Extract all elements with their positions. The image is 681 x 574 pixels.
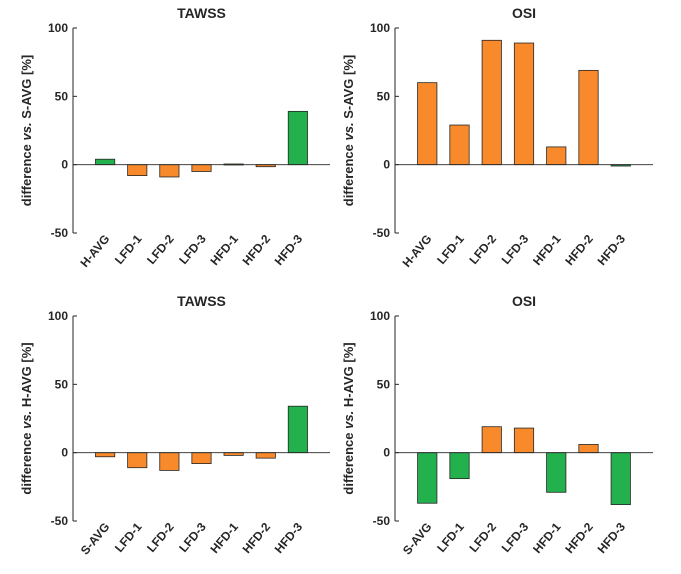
bar-hfd-3 (610, 452, 631, 505)
bar-hfd-2 (578, 69, 599, 166)
bar-h-avg (417, 82, 438, 166)
y-tick-label: -50 (373, 514, 391, 528)
x-tick-label: HFD-2 (240, 520, 274, 556)
bar-lfd-1 (449, 124, 470, 166)
y-axis-label-part: difference (19, 429, 34, 495)
bar-lfd-3 (513, 427, 535, 454)
bar-lfd-2 (481, 426, 502, 454)
x-tick-label: LFD-2 (466, 232, 499, 267)
y-axis-label-part: S-AVG [%] (19, 55, 34, 123)
y-tick-label: 100 (370, 21, 390, 35)
x-tick-label: HFD-1 (530, 232, 564, 268)
bar-lfd-2 (159, 452, 180, 471)
x-tick-label: LFD-1 (112, 520, 145, 555)
x-tick-label: HFD-2 (240, 232, 274, 268)
y-axis-label-part: difference (341, 140, 356, 206)
y-tick-label: -50 (373, 226, 391, 240)
y-axis-label: difference vs. H-AVG [%] (341, 342, 356, 494)
y-axis-label-part: H-AVG [%] (19, 342, 34, 410)
y-tick-label: 100 (370, 309, 390, 323)
y-axis-label: difference vs. S-AVG [%] (19, 55, 34, 206)
y-tick-label: 0 (61, 446, 68, 460)
bar-s-avg (417, 452, 438, 504)
bar-hfd-2 (578, 444, 599, 454)
x-tick-label: HFD-3 (272, 520, 306, 556)
x-tick-label: LFD-3 (499, 232, 532, 267)
x-tick-label: H-AVG (77, 232, 112, 270)
x-tick-label: HFD-2 (562, 232, 596, 268)
x-tick-label: H-AVG (400, 232, 435, 270)
x-tick-label: HFD-2 (562, 520, 596, 556)
y-tick-label: 0 (383, 446, 390, 460)
bar-lfd-1 (127, 452, 148, 469)
x-tick-label: HFD-3 (595, 520, 629, 556)
x-tick-label: S-AVG (78, 520, 113, 557)
chart-title: TAWSS (177, 293, 226, 309)
x-tick-label: HFD-1 (207, 520, 241, 556)
y-axis-label-part: S-AVG [%] (341, 55, 356, 123)
y-tick-label: 50 (377, 89, 391, 103)
y-tick-label: 50 (55, 89, 69, 103)
x-tick-label: HFD-3 (272, 232, 306, 268)
y-axis-label-part: vs. (341, 411, 356, 429)
x-tick-label: LFD-2 (466, 520, 499, 555)
y-tick-label: -50 (51, 514, 69, 528)
y-tick-label: -50 (51, 226, 69, 240)
bar-hfd-1 (546, 452, 567, 493)
y-axis-label-part: vs. (19, 411, 34, 429)
y-axis-label-part: vs. (19, 122, 34, 140)
x-tick-label: LFD-2 (144, 232, 177, 267)
y-tick-label: 0 (383, 158, 390, 172)
y-axis-label-part: H-AVG [%] (341, 342, 356, 410)
x-tick-label: HFD-1 (530, 520, 564, 556)
bar-lfd-2 (481, 39, 502, 166)
bar-lfd-1 (127, 164, 148, 177)
bar-lfd-1 (449, 452, 470, 480)
x-tick-label: LFD-1 (112, 232, 145, 267)
y-axis-label-part: vs. (341, 122, 356, 140)
x-tick-label: LFD-1 (434, 520, 467, 555)
x-tick-label: HFD-1 (207, 232, 241, 268)
x-tick-label: LFD-3 (176, 232, 209, 267)
x-tick-label: LFD-3 (176, 520, 209, 555)
bar-hfd-3 (287, 405, 308, 454)
bar-hfd-2 (255, 452, 276, 459)
bar-hfd-1 (546, 146, 567, 166)
x-tick-label: LFD-2 (144, 520, 177, 555)
bar-h-avg (95, 158, 116, 166)
chart-title: TAWSS (177, 5, 226, 21)
y-tick-label: 0 (61, 158, 68, 172)
bar-lfd-3 (191, 452, 212, 464)
bar-lfd-2 (159, 164, 180, 178)
y-tick-label: 50 (377, 377, 391, 391)
bar-lfd-3 (191, 164, 212, 172)
x-tick-label: LFD-1 (434, 232, 467, 267)
y-tick-label: 50 (55, 377, 69, 391)
y-axis-label: difference vs. S-AVG [%] (341, 55, 356, 206)
bar-lfd-3 (513, 42, 535, 166)
x-tick-label: LFD-3 (499, 520, 532, 555)
y-axis-label-part: difference (341, 429, 356, 495)
x-tick-label: S-AVG (400, 520, 435, 557)
bar-hfd-3 (287, 110, 308, 166)
chart-title: OSI (512, 293, 536, 309)
bar-hfd-1 (223, 452, 244, 456)
y-tick-label: 100 (48, 309, 68, 323)
y-axis-label: difference vs. H-AVG [%] (19, 342, 34, 494)
chart-title: OSI (512, 5, 536, 21)
y-tick-label: 100 (48, 21, 68, 35)
bar-s-avg (95, 452, 116, 458)
y-axis-label-part: difference (19, 140, 34, 206)
x-tick-label: HFD-3 (595, 232, 629, 268)
